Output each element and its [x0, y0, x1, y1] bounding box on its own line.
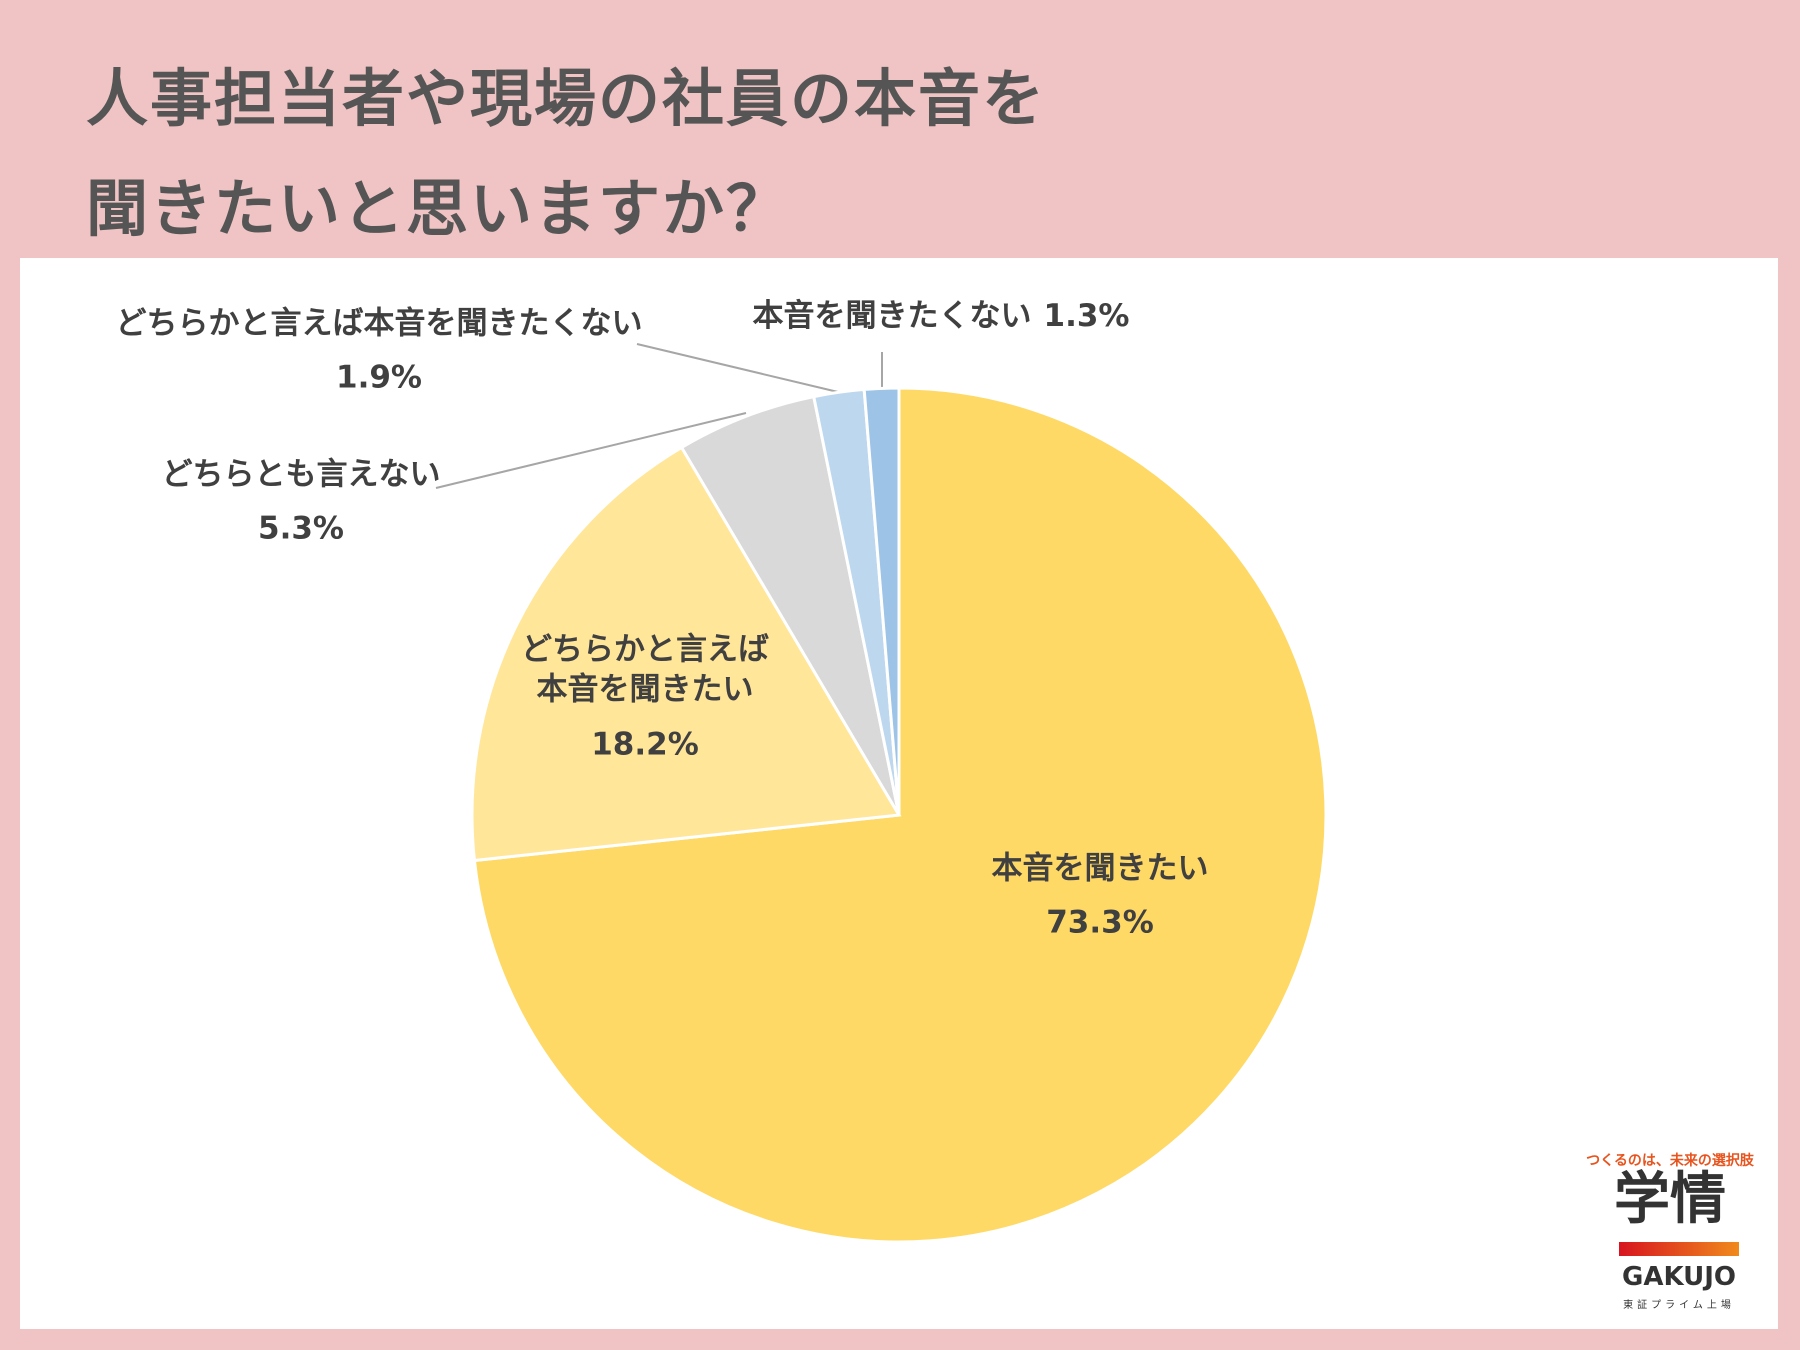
value-label: 1.3%: [1043, 297, 1130, 334]
logo-name: 学情: [1614, 1167, 1726, 1232]
data-label: どちらとも言えない 5.3%: [101, 455, 501, 550]
value-label: 73.3%: [1046, 905, 1154, 941]
pie-slice: [862, 386, 901, 816]
value-label: 5.3%: [258, 511, 344, 547]
logo-roman: GAKUJO: [1621, 1262, 1737, 1292]
category-label: 本音を聞きたい: [991, 850, 1209, 887]
category-label: どちらかと言えば本音を聞きたい: [521, 631, 769, 708]
logo-tagline: つくるのは、未来の選択肢: [1586, 1153, 1754, 1169]
logo-listing: 東証プライム上場: [1623, 1300, 1735, 1311]
value-label: 1.9%: [336, 360, 422, 396]
data-label: 本音を聞きたくない 1.3%: [691, 296, 1191, 336]
leader-lines: [435, 343, 883, 489]
leader-line: [636, 343, 839, 393]
data-label: どちらかと言えば本音を聞きたい 18.2%: [510, 630, 780, 765]
title-line: 聞きたいと思いますか？: [86, 172, 791, 245]
leader-line: [435, 412, 747, 489]
category-label: どちらとも言えない: [161, 456, 441, 493]
category-label: どちらかと言えば本音を聞きたくない: [115, 305, 643, 342]
category-label: 本音を聞きたくない: [752, 297, 1032, 334]
data-label: どちらかと言えば本音を聞きたくない 1.9%: [99, 304, 659, 399]
title-line: 人事担当者や現場の社員の本音を: [86, 62, 1047, 135]
logo-bar: [1619, 1242, 1739, 1256]
pie-slice: [470, 445, 902, 863]
pie-slice: [679, 394, 901, 816]
value-label: 18.2%: [591, 726, 699, 763]
data-label: 本音を聞きたい 73.3%: [900, 849, 1300, 944]
